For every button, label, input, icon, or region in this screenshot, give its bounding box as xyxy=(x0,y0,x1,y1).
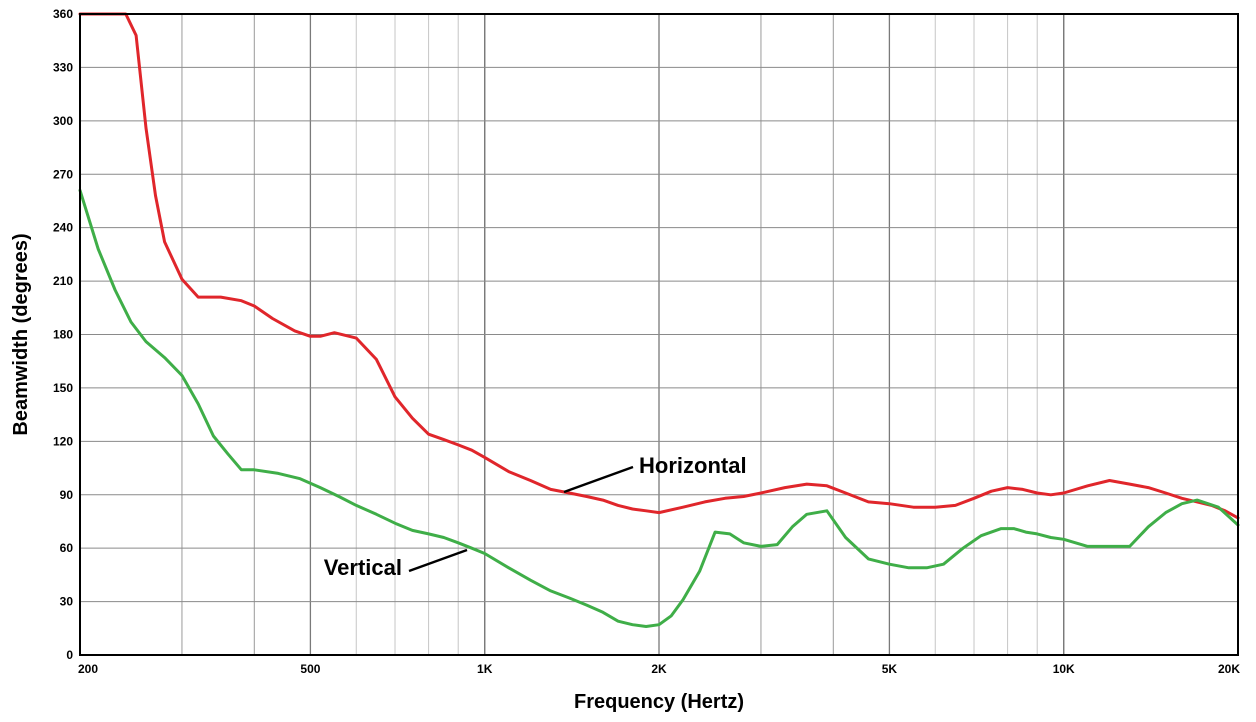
horizontal-leader-line xyxy=(563,465,634,494)
plot-frame xyxy=(79,13,1239,656)
x-tick-label: 2K xyxy=(651,662,667,676)
vertical-annotation: Vertical xyxy=(324,555,402,580)
y-tick-label: 360 xyxy=(53,7,73,21)
x-tick-label: 1K xyxy=(477,662,493,676)
y-tick-label: 120 xyxy=(53,434,73,448)
x-axis-title: Frequency (Hertz) xyxy=(574,691,744,713)
y-axis-title: Beamwidth (degrees) xyxy=(10,233,32,435)
grid-lines xyxy=(80,14,1238,655)
y-tick-label: 330 xyxy=(53,60,73,74)
annotations: Horizontal Vertical xyxy=(324,453,747,580)
y-tick-label: 300 xyxy=(53,114,73,128)
y-tick-label: 0 xyxy=(66,648,73,662)
x-tick-label: 5K xyxy=(882,662,898,676)
x-tick-label: 20K xyxy=(1218,662,1240,676)
y-tick-label: 30 xyxy=(60,595,74,609)
y-tick-label: 180 xyxy=(53,328,73,342)
vertical-leader-line xyxy=(408,548,468,573)
y-tick-label: 60 xyxy=(60,541,74,555)
horizontal-annotation: Horizontal xyxy=(639,453,747,478)
tick-labels: 200 500 1K 2K 5K 10K 20K 0 30 60 90 120 150 180 210 240… xyxy=(53,7,1240,676)
series-line-vertical xyxy=(78,188,1240,628)
series-layer xyxy=(78,12,1240,628)
y-tick-label: 150 xyxy=(53,381,73,395)
y-tick-label: 240 xyxy=(53,221,73,235)
x-tick-label: 200 xyxy=(78,662,98,676)
y-tick-label: 90 xyxy=(60,488,74,502)
x-tick-label: 500 xyxy=(300,662,320,676)
y-tick-label: 270 xyxy=(53,167,73,181)
x-tick-label: 10K xyxy=(1053,662,1075,676)
series-line-horizontal xyxy=(78,12,1240,520)
y-tick-label: 210 xyxy=(53,274,73,288)
